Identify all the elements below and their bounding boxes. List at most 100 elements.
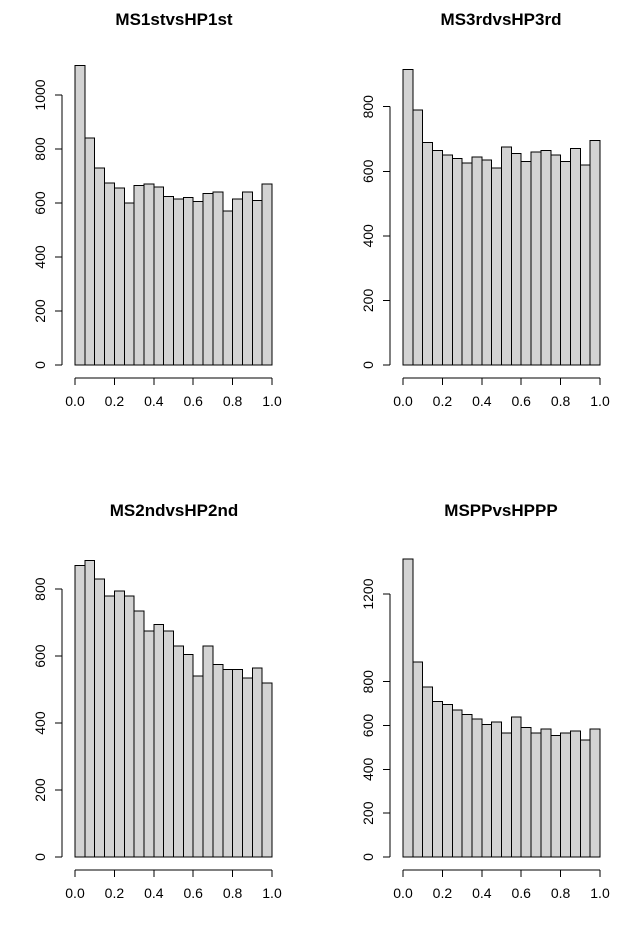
chart-title: MS1stvsHP1st: [115, 10, 233, 29]
histogram-bar: [461, 714, 473, 858]
histogram-panel: MSPPvsHPPP 0.0 0.2 0.4 0.6 0.8 1.0 0 200 400 600 80…: [360, 501, 610, 901]
histogram-bar: [192, 675, 204, 858]
histogram-bar: [422, 686, 434, 858]
histogram-bar: [222, 210, 234, 366]
x-tick-label: 0.6: [183, 885, 203, 901]
x-tick-label: 0.8: [223, 393, 243, 409]
y-tick-label: 800: [360, 670, 376, 694]
x-tick-label: 0.0: [393, 393, 413, 409]
histogram-bar: [432, 700, 443, 858]
histogram-bar: [569, 730, 581, 858]
histogram-panel: MS2ndvsHP2nd 0.0 0.2 0.4 0.6 0.8 1.0 0 200 400 600…: [32, 501, 282, 901]
y-tick-label: 600: [360, 714, 376, 738]
y-tick-label: 600: [32, 644, 48, 668]
histogram-bar: [222, 668, 234, 858]
histogram-bar: [550, 154, 562, 366]
chart-title: MSPPvsHPPP: [444, 501, 557, 520]
histogram-bar: [113, 590, 125, 858]
histogram-bar: [481, 159, 493, 366]
y-tick-label: 400: [360, 224, 376, 248]
histogram-bar: [402, 69, 414, 366]
histogram-bar: [241, 191, 253, 366]
y-tick-label: 1000: [32, 79, 48, 110]
y-tick-label: 600: [32, 191, 48, 215]
histogram-bar: [202, 193, 214, 366]
histogram-bar: [510, 153, 522, 366]
histogram-bar: [540, 728, 552, 858]
histogram-bar: [471, 718, 483, 858]
histogram-bar: [94, 167, 106, 366]
histogram-bar: [202, 645, 214, 858]
histogram-bar: [560, 161, 571, 366]
histogram-bar: [104, 182, 115, 366]
x-tick-label: 0.4: [144, 885, 164, 901]
histogram-bar: [579, 164, 591, 366]
x-tick-label: 0.2: [433, 393, 453, 409]
y-tick-label: 800: [360, 95, 376, 119]
histogram-bar: [232, 198, 243, 366]
x-tick-label: 1.0: [262, 885, 282, 901]
histogram-bar: [540, 149, 552, 366]
histogram-bar: [153, 186, 165, 366]
y-tick-label: 400: [32, 711, 48, 735]
histogram-bar: [501, 146, 512, 366]
y-tick-label: 200: [360, 289, 376, 313]
histogram-bar: [251, 199, 263, 366]
histogram-bar: [84, 137, 96, 366]
histogram-bar: [123, 202, 135, 366]
x-tick-label: 0.0: [65, 393, 85, 409]
x-tick-label: 1.0: [590, 393, 610, 409]
histogram-bar: [123, 595, 135, 858]
y-tick-label: 200: [32, 778, 48, 802]
histogram-bar: [153, 623, 165, 858]
histogram-bar: [113, 187, 125, 366]
histogram-bar: [560, 732, 571, 858]
histogram-bar: [510, 716, 522, 858]
y-tick-label: 0: [360, 361, 376, 369]
histogram-bar: [501, 732, 512, 858]
histogram-bar: [163, 630, 174, 858]
histogram-panel: MS3rdvsHP3rd 0.0 0.2 0.4 0.6 0.8 1.0 0 200 400 600…: [360, 10, 610, 409]
histogram-bar: [232, 668, 243, 858]
y-tick-label: 0: [32, 853, 48, 861]
histogram-bar: [520, 161, 532, 366]
histogram-bar: [412, 109, 424, 366]
x-tick-label: 0.0: [65, 885, 85, 901]
histogram-bar: [589, 140, 601, 366]
histogram-bar: [491, 721, 502, 858]
histogram-bar: [550, 734, 562, 858]
histogram-bar: [74, 565, 86, 858]
x-tick-label: 0.4: [472, 393, 492, 409]
histogram-bar: [173, 645, 184, 858]
histogram-bar: [589, 728, 601, 858]
histogram-bar: [163, 195, 174, 366]
y-tick-label: 800: [32, 137, 48, 161]
histogram-bar: [182, 197, 194, 366]
x-tick-label: 1.0: [590, 885, 610, 901]
histogram-bar: [133, 184, 145, 366]
histogram-bar: [451, 157, 463, 366]
histogram-bar: [74, 64, 86, 366]
histogram-bar: [173, 198, 184, 366]
histogram-bar: [94, 578, 106, 858]
y-tick-label: 200: [32, 299, 48, 323]
x-tick-label: 0.6: [183, 393, 203, 409]
y-tick-label: 800: [32, 577, 48, 601]
histogram-bar: [212, 663, 224, 858]
histogram-bar: [441, 154, 453, 366]
histogram-bar: [192, 201, 204, 366]
histogram-bar: [530, 151, 542, 366]
histogram-bar: [212, 191, 224, 366]
histogram-bar: [579, 739, 591, 858]
histogram-bar: [241, 677, 253, 858]
y-tick-label: 0: [32, 361, 48, 369]
histogram-bar: [412, 661, 424, 858]
histogram-bar: [432, 149, 443, 366]
y-tick-label: 200: [360, 801, 376, 825]
x-tick-label: 0.2: [433, 885, 453, 901]
y-tick-label: 0: [360, 853, 376, 861]
histogram-bar: [261, 682, 273, 858]
x-tick-label: 0.2: [105, 885, 125, 901]
